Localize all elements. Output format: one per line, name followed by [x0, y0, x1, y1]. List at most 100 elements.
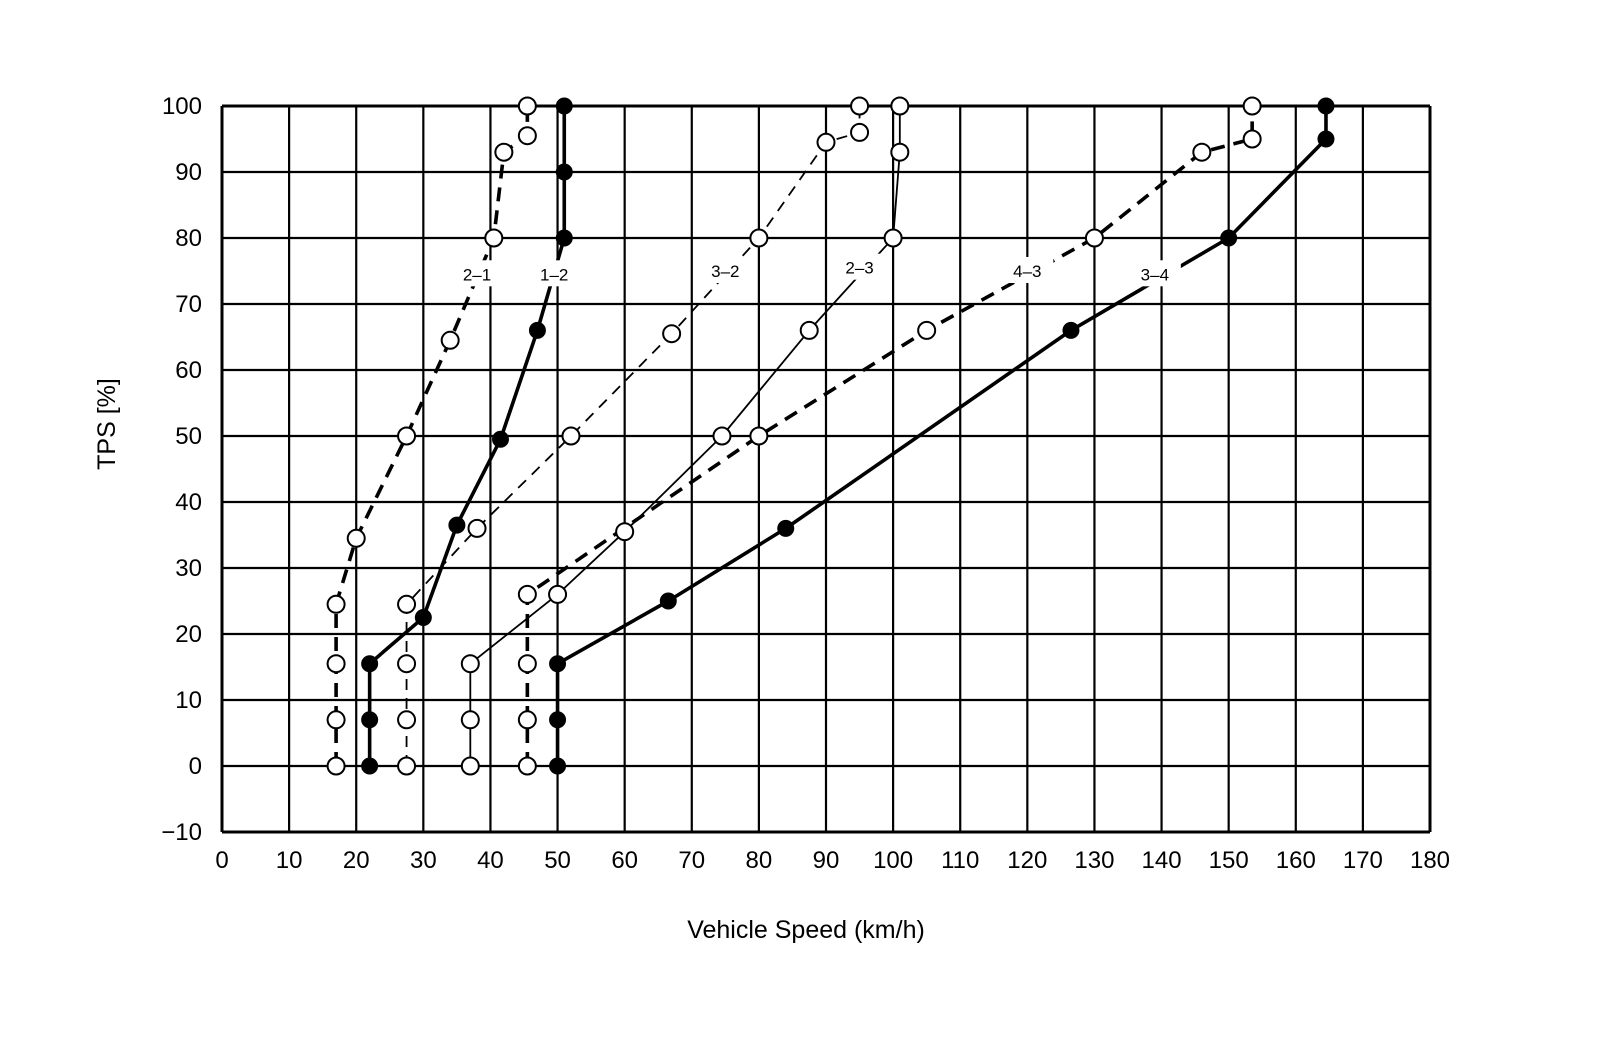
- data-point-open: [346, 528, 366, 548]
- x-tick-label: 90: [813, 847, 840, 874]
- data-point-filled: [492, 430, 510, 448]
- y-tick-label: 80: [175, 225, 202, 252]
- data-point-open: [749, 228, 769, 248]
- series-label: 3–2: [699, 257, 752, 283]
- x-tick-label: 140: [1142, 847, 1182, 874]
- data-point-open: [615, 522, 635, 542]
- series-label-text: 1–2: [540, 265, 568, 284]
- y-tick-label: 100: [162, 93, 202, 120]
- y-tick-label: 50: [175, 423, 202, 450]
- data-point-filled: [1220, 229, 1238, 247]
- data-point-open: [517, 654, 537, 674]
- data-point-open: [1192, 142, 1212, 162]
- x-tick-label: 160: [1276, 847, 1316, 874]
- series-label: 1–2: [528, 260, 581, 287]
- x-tick-label: 60: [611, 847, 638, 874]
- data-point-open: [460, 710, 480, 730]
- series-label-background: [1001, 257, 1054, 283]
- series-line: [334, 106, 530, 766]
- series-label-background: [1128, 260, 1181, 287]
- data-point-open: [890, 96, 910, 116]
- data-point-filled: [555, 163, 573, 181]
- data-point-filled: [1062, 321, 1080, 339]
- series-line: [525, 106, 1254, 766]
- data-point-open: [517, 126, 537, 146]
- y-axis-title: TPS [%]: [93, 378, 121, 470]
- series-line: [405, 106, 861, 766]
- data-point-open: [850, 96, 870, 116]
- x-tick-label: 120: [1007, 847, 1047, 874]
- y-tick-label: 40: [175, 489, 202, 516]
- x-tick-label: 20: [343, 847, 370, 874]
- data-point-filled: [361, 655, 379, 673]
- data-point-filled: [549, 655, 567, 673]
- y-tick-label: 70: [175, 291, 202, 318]
- series-label-background: [528, 260, 581, 287]
- x-tick-label: 130: [1074, 847, 1114, 874]
- series-labels: 2–1 1–2 3–2 2–3 4–3 3–4: [451, 253, 1181, 287]
- data-point-open: [460, 756, 480, 776]
- data-point-open: [749, 426, 769, 446]
- series-label: 3–4: [1128, 260, 1181, 287]
- data-point-open: [440, 330, 460, 350]
- data-point-filled: [549, 757, 567, 775]
- series-label-background: [699, 257, 752, 283]
- data-point-filled: [1317, 97, 1335, 115]
- y-tick-label: 0: [189, 753, 202, 780]
- series-line: [367, 106, 567, 766]
- data-point-filled: [361, 757, 379, 775]
- tick-labels: 0 10 20 30 40 50 60 70 80 90 100 110 120 130 140 150 160…: [161, 93, 1450, 874]
- data-point-open: [917, 320, 937, 340]
- data-point-open: [397, 426, 417, 446]
- x-tick-label: 100: [873, 847, 913, 874]
- data-point-open: [1084, 228, 1104, 248]
- series-label-text: 3–2: [711, 262, 739, 281]
- data-point-open: [460, 654, 480, 674]
- data-point-open: [1242, 96, 1262, 116]
- series-label-text: 4–3: [1013, 262, 1041, 281]
- data-point-open: [517, 710, 537, 730]
- data-point-open: [712, 426, 732, 446]
- data-point-filled: [555, 229, 573, 247]
- data-point-open: [326, 710, 346, 730]
- data-point-open: [517, 756, 537, 776]
- data-point-filled: [361, 711, 379, 729]
- x-tick-label: 30: [410, 847, 437, 874]
- x-tick-label: 0: [215, 847, 228, 874]
- x-tick-label: 80: [746, 847, 773, 874]
- series-label: 2–3: [833, 253, 886, 280]
- data-point-open: [326, 594, 346, 614]
- data-point-open: [397, 710, 417, 730]
- data-point-open: [883, 228, 903, 248]
- y-tick-label: −10: [161, 819, 202, 846]
- data-point-filled: [448, 516, 466, 534]
- series-label-background: [451, 260, 504, 287]
- x-tick-label: 110: [941, 847, 979, 874]
- data-point-filled: [528, 321, 546, 339]
- data-markers: [326, 96, 1335, 776]
- series-label-text: 3–4: [1141, 265, 1169, 284]
- series-line: [469, 106, 901, 766]
- data-point-open: [662, 324, 682, 344]
- y-tick-label: 10: [175, 687, 202, 714]
- x-tick-label: 180: [1410, 847, 1450, 874]
- data-point-open: [548, 584, 568, 604]
- data-point-open: [397, 756, 417, 776]
- data-point-filled: [549, 711, 567, 729]
- data-point-open: [397, 594, 417, 614]
- data-point-open: [484, 228, 504, 248]
- data-point-open: [517, 584, 537, 604]
- data-point-filled: [414, 609, 432, 626]
- series-label: 2–1: [451, 260, 504, 287]
- x-tick-label: 10: [276, 847, 303, 874]
- series-label: 4–3: [1001, 257, 1054, 283]
- y-tick-label: 20: [175, 621, 202, 648]
- data-point-filled: [1317, 130, 1335, 148]
- data-point-open: [561, 426, 581, 446]
- y-tick-label: 30: [175, 555, 202, 582]
- data-point-open: [326, 654, 346, 674]
- x-tick-label: 170: [1343, 847, 1383, 874]
- x-tick-label: 50: [544, 847, 571, 874]
